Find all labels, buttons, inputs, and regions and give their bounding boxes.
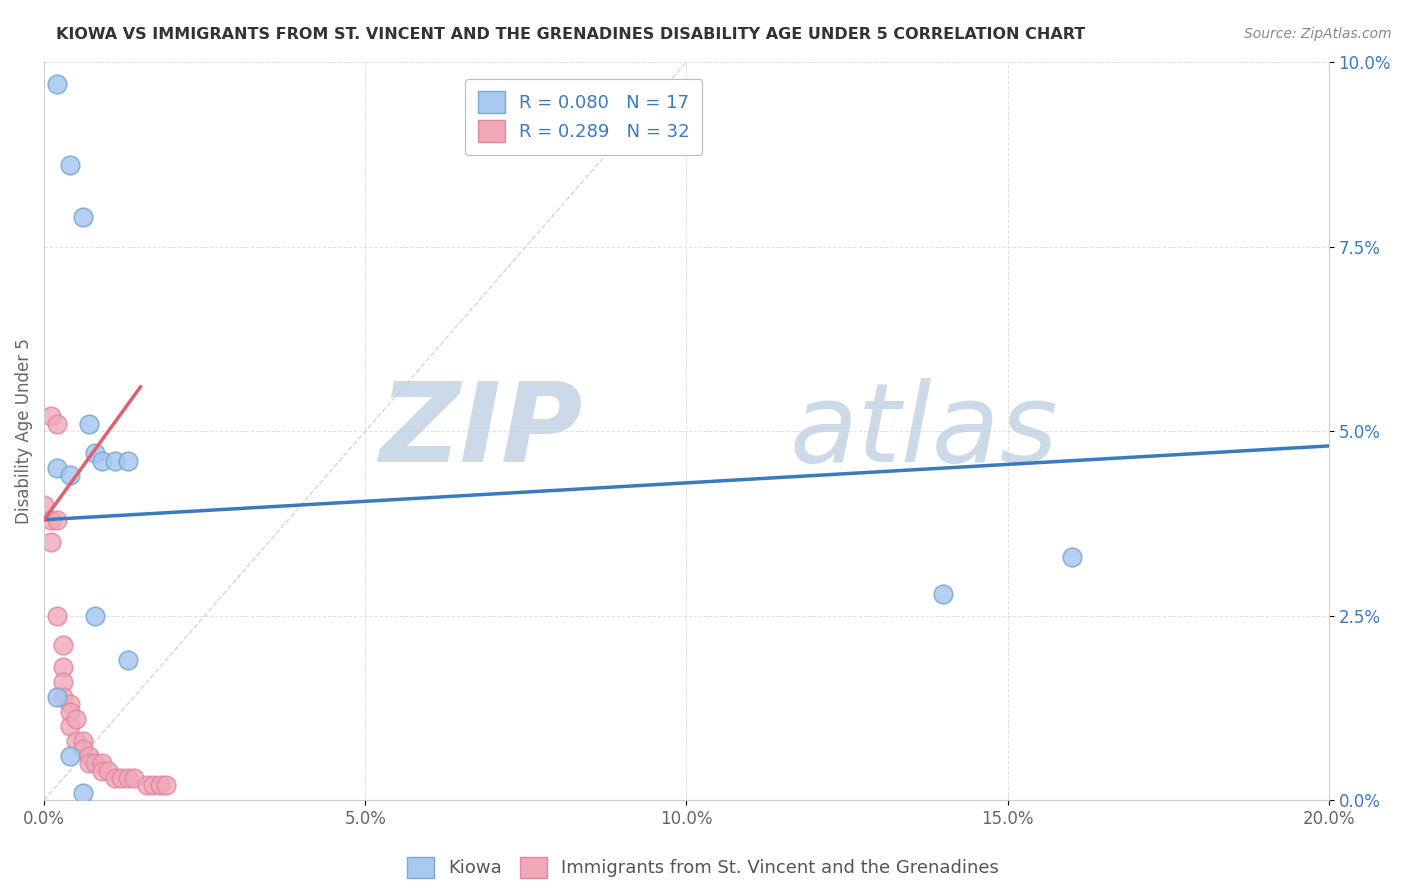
Point [52,675,75,690]
Legend: Kiowa, Immigrants from St. Vincent and the Grenadines: Kiowa, Immigrants from St. Vincent and t… [399,850,1007,885]
Point [104,771,127,785]
Point [72,786,94,800]
Point [110,771,132,785]
Point [32,498,55,512]
Point [77,417,100,431]
Point [77,756,100,771]
Text: atlas: atlas [789,377,1057,484]
Point [122,771,145,785]
Point [39,535,62,549]
Point [117,653,139,667]
Point [104,453,127,467]
Point [46,608,69,623]
Text: Source: ZipAtlas.com: Source: ZipAtlas.com [1244,27,1392,41]
Point [72,210,94,224]
Point [72,741,94,756]
Point [77,748,100,763]
Point [39,513,62,527]
Point [46,461,69,475]
Point [59,159,82,173]
Point [84,756,107,771]
Point [1060,549,1083,564]
Point [46,690,69,704]
Text: ZIP: ZIP [380,377,583,484]
Point [52,638,75,652]
Point [84,608,107,623]
Point [90,756,112,771]
Point [149,779,172,793]
Point [84,446,107,460]
Point [117,453,139,467]
Point [932,586,955,600]
Y-axis label: Disability Age Under 5: Disability Age Under 5 [15,338,32,524]
Point [142,779,165,793]
Point [46,417,69,431]
Point [97,764,120,778]
Point [72,734,94,748]
Point [59,698,82,712]
Point [117,771,139,785]
Point [65,734,87,748]
Point [135,779,157,793]
Point [39,409,62,424]
Point [59,468,82,483]
Point [46,513,69,527]
Point [52,660,75,674]
Point [90,453,112,467]
Point [65,712,87,726]
Point [155,779,177,793]
Point [46,77,69,91]
Legend: R = 0.080   N = 17, R = 0.289   N = 32: R = 0.080 N = 17, R = 0.289 N = 32 [465,78,703,155]
Point [59,748,82,763]
Point [52,690,75,704]
Point [59,719,82,733]
Point [90,764,112,778]
Text: KIOWA VS IMMIGRANTS FROM ST. VINCENT AND THE GRENADINES DISABILITY AGE UNDER 5 C: KIOWA VS IMMIGRANTS FROM ST. VINCENT AND… [56,27,1085,42]
Point [59,705,82,719]
